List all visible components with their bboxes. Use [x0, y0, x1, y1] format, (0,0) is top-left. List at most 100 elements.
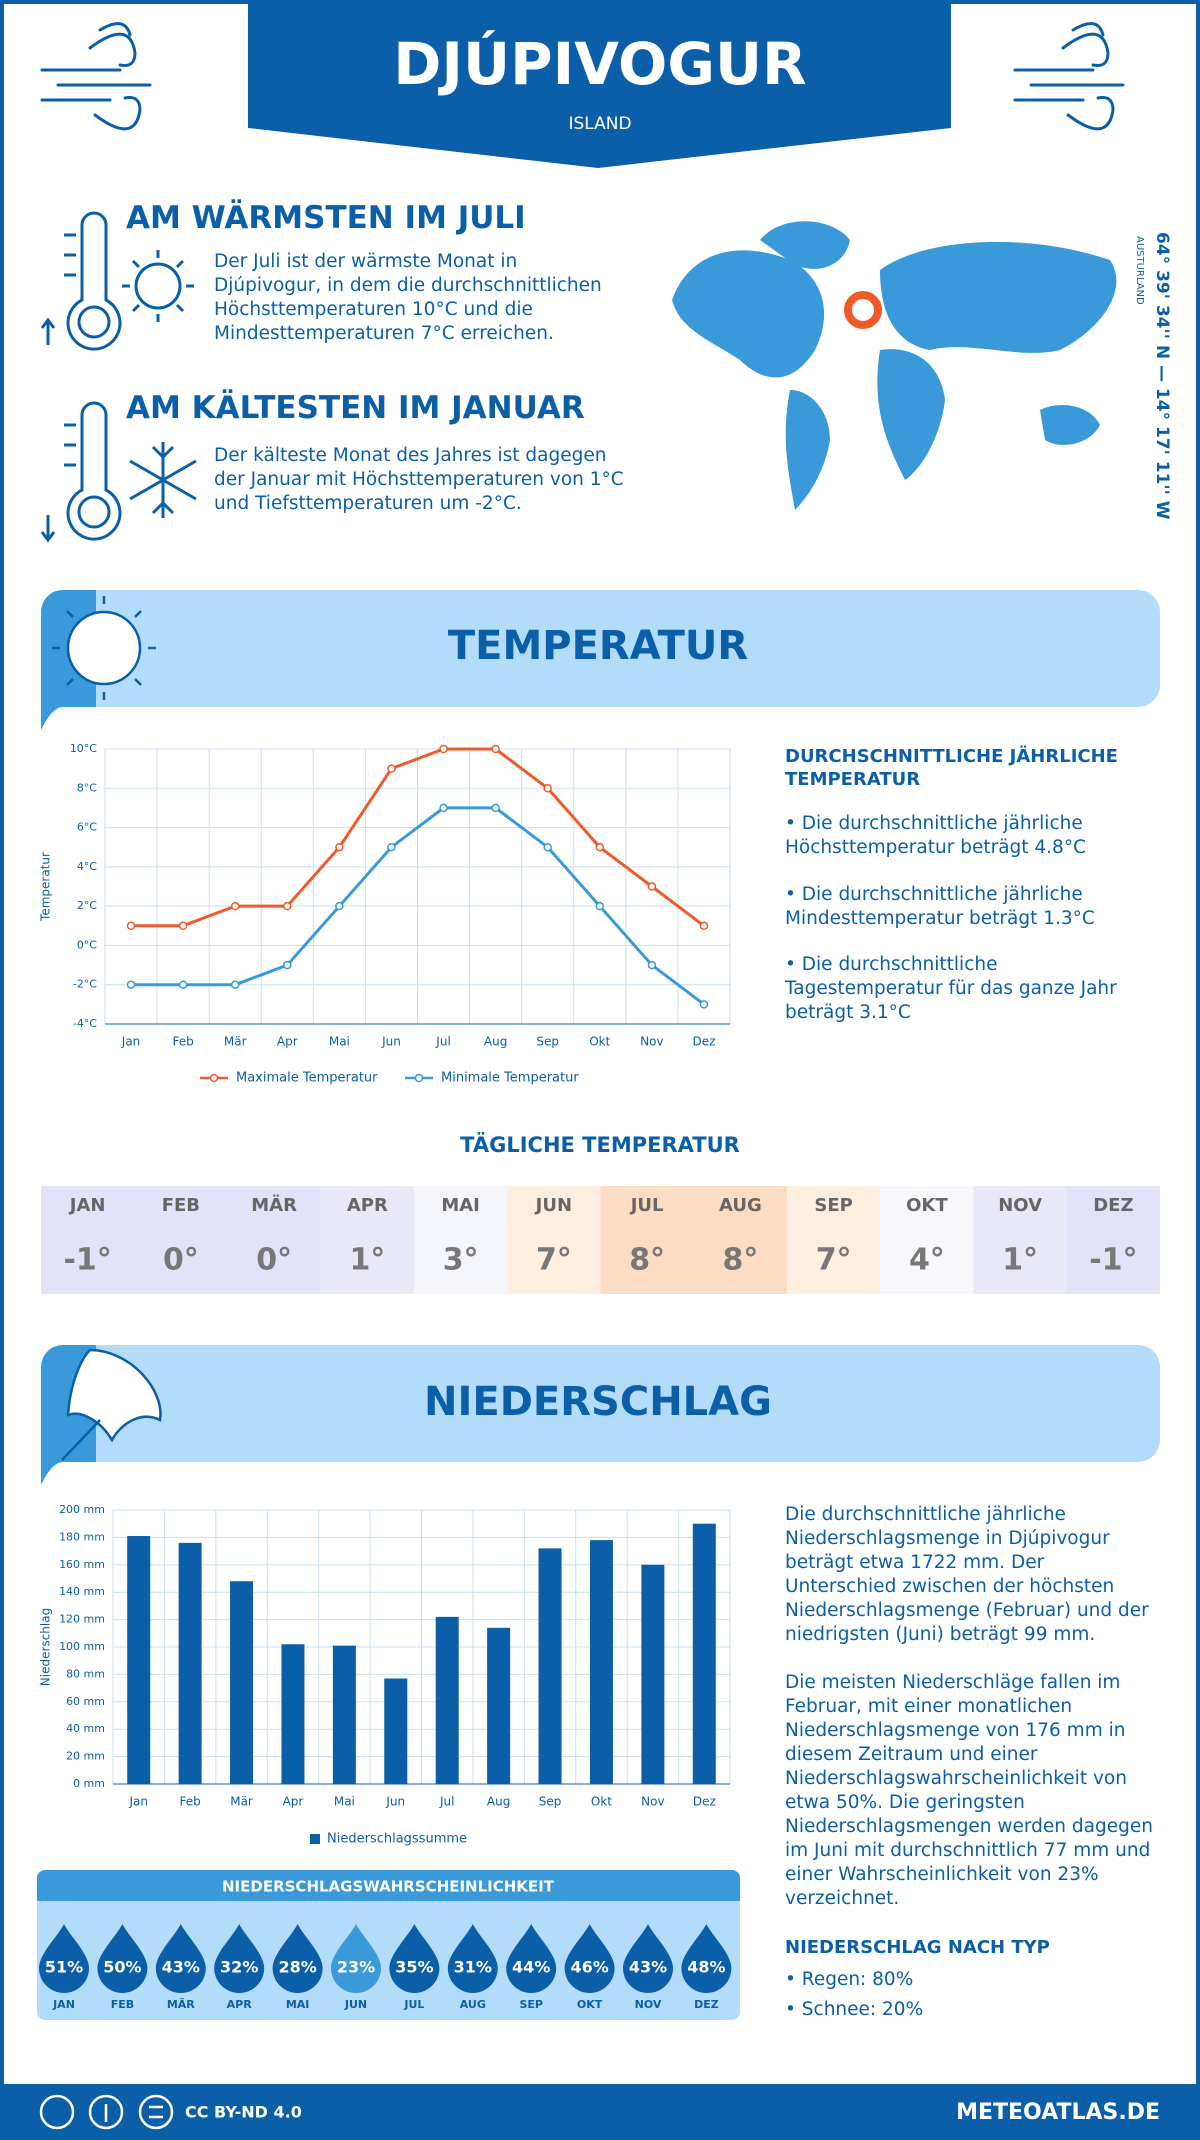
line [131, 806, 705, 1006]
type-title: NIEDERSCHLAG NACH TYP [785, 1937, 1050, 1958]
daily-month: NOV [998, 1195, 1042, 1216]
x-tick-label: Sep [539, 1795, 562, 1809]
y-tick-label: 0°C [77, 938, 97, 951]
x-tick-label: Nov [641, 1795, 664, 1809]
drop-month: NOV [635, 1998, 662, 2011]
x-tick-label: Mai [329, 1035, 350, 1049]
daily-title: TÄGLICHE TEMPERATUR [460, 1133, 740, 1157]
y-tick-label: 60 mm [66, 1695, 105, 1708]
world-map [672, 221, 1117, 510]
x-tick-label: Jan [128, 1795, 148, 1809]
point [230, 901, 240, 911]
x-tick-label: Jan [121, 1035, 141, 1049]
x-tick-label: Okt [589, 1035, 610, 1049]
bar [692, 1523, 716, 1784]
umbrella-icon [61, 1348, 162, 1461]
drop-month: DEZ [694, 1998, 719, 2011]
probability-box [37, 1870, 740, 2020]
x-tick-label: Jun [385, 1795, 405, 1809]
stats-item: • Die durchschnittliche jährliche Mindes… [785, 884, 1095, 929]
x-tick-label: Aug [487, 1795, 510, 1809]
point [335, 842, 344, 852]
bar [332, 1645, 356, 1784]
daily-month: JUN [534, 1195, 572, 1216]
x-tick-label: Mai [334, 1795, 355, 1809]
y-tick-label: 8°C [77, 781, 97, 794]
drop [97, 1924, 148, 1993]
thermometer-icons [40, 211, 197, 543]
license: CC BY-ND 4.0 [185, 2103, 302, 2122]
daily-value: 8° [629, 1243, 665, 1278]
daily-month: APR [347, 1195, 388, 1216]
warmest-title: AM WÄRMSTEN IM JULI [126, 200, 526, 236]
drop-month: JUN [344, 1998, 367, 2011]
bar [281, 1644, 305, 1784]
daily-month: MÄR [251, 1194, 297, 1216]
subtitle: ISLAND [568, 114, 631, 134]
drop [272, 1924, 323, 1993]
daily-value: 8° [722, 1243, 758, 1278]
y-tick-label: 2°C [77, 899, 97, 912]
probability-title: NIEDERSCHLAGSWAHRSCHEINLICHKEIT [222, 1878, 555, 1896]
point [699, 921, 709, 931]
drop-value: 46% [570, 1958, 608, 1977]
y-tick-label: 120 mm [59, 1613, 105, 1626]
drop-value: 32% [220, 1958, 258, 1977]
daily-value: 1° [1002, 1243, 1038, 1278]
daily-value: -1° [1089, 1243, 1137, 1278]
point [543, 842, 552, 852]
drop [681, 1924, 732, 1993]
drop-month: MÄR [167, 1997, 195, 2011]
temperature-banner [41, 590, 1160, 707]
x-tick-label: Jun [381, 1035, 401, 1049]
drop [155, 1924, 206, 1993]
drop [564, 1924, 615, 1993]
daily-header-cell [880, 1186, 974, 1224]
y-tick-label: 20 mm [66, 1750, 105, 1763]
point [595, 901, 605, 911]
drop-value: 43% [162, 1958, 200, 1977]
y-tick-label: 10°C [70, 742, 97, 755]
point [178, 921, 188, 931]
drop-month: AUG [460, 1998, 486, 2011]
daily-value: 3° [443, 1243, 479, 1278]
drop-value: 44% [512, 1958, 550, 1977]
point [230, 980, 240, 989]
point [699, 1000, 709, 1009]
section-title: NIEDERSCHLAG [424, 1379, 772, 1425]
legend-marker [310, 1834, 320, 1844]
x-tick-label: Jul [439, 1795, 454, 1809]
daily-value: 1° [349, 1243, 385, 1278]
y-axis-label: Niederschlag [39, 1608, 53, 1686]
drop [506, 1924, 557, 1993]
point [491, 803, 500, 813]
daily-header-cell [134, 1186, 228, 1224]
drop-month: APR [227, 1998, 253, 2011]
coldest-title: AM KÄLTESTEN IM JANUAR [126, 390, 585, 426]
legend-marker [209, 1073, 219, 1083]
point [647, 882, 657, 891]
y-tick-label: 0 mm [73, 1777, 105, 1790]
drop-value: 50% [103, 1958, 141, 1977]
precipitation-banner [41, 1345, 1160, 1462]
point [387, 842, 396, 852]
daily-header-cell [227, 1186, 321, 1224]
point [491, 744, 500, 754]
y-tick-label: 4°C [77, 860, 97, 873]
coldest-text: Der kälteste Monat des Jahres ist dagege… [214, 445, 624, 514]
x-tick-label: Apr [277, 1035, 298, 1049]
x-tick-label: Mär [224, 1035, 247, 1049]
drop-value: 23% [337, 1958, 375, 1977]
site: METEOATLAS.DE [956, 2100, 1160, 2125]
drop [447, 1924, 498, 1993]
bar [435, 1616, 459, 1784]
bar [538, 1548, 562, 1784]
x-tick-label: Nov [640, 1035, 663, 1049]
drop-value: 28% [278, 1958, 316, 1977]
legend-label: Maximale Temperatur [236, 1071, 378, 1086]
stats-item: • Die durchschnittliche Tagestemperatur … [785, 954, 1117, 1023]
probability-header [37, 1870, 740, 1901]
daily-value: -1° [63, 1243, 111, 1278]
